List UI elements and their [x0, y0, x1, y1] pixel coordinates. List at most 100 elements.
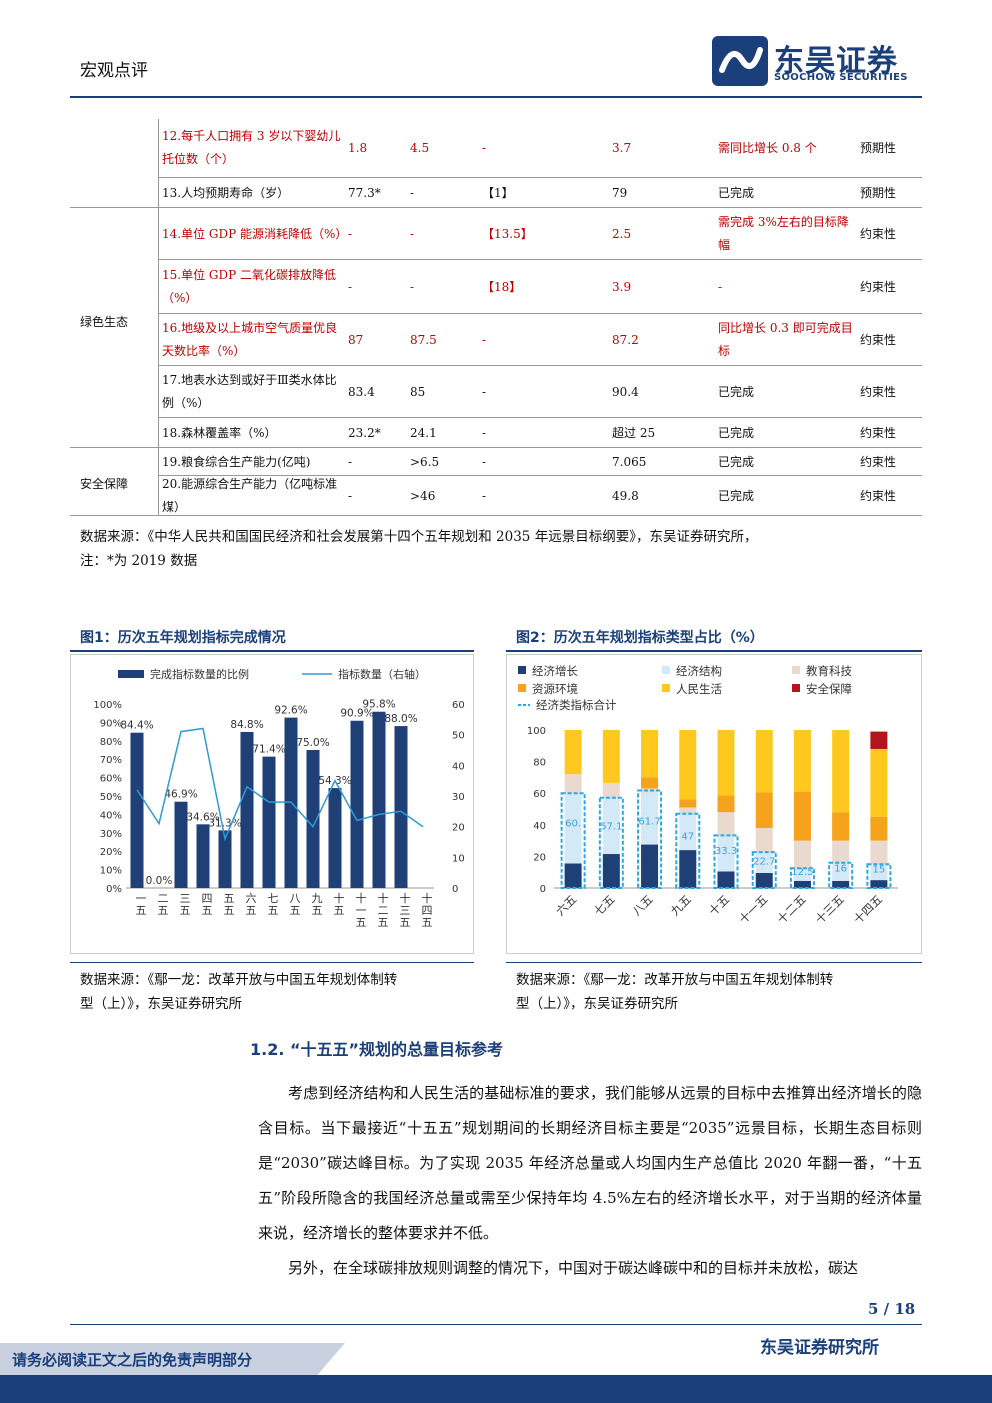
- legend-label: 教育科技: [806, 664, 852, 678]
- legend-swatch: [662, 684, 670, 692]
- x-tick-label: 一: [136, 892, 147, 905]
- y2-tick-label: 50: [452, 731, 465, 742]
- stacked-bar-segment: [717, 812, 735, 836]
- x-tick-label: 五: [356, 916, 367, 929]
- bar: [394, 726, 408, 888]
- table-cell-v2020: -: [348, 454, 353, 469]
- legend-swatch: [518, 684, 526, 692]
- table-cell-note: 已完成: [718, 185, 755, 200]
- disclaimer-band: [0, 1343, 345, 1375]
- economic-total-box: [789, 867, 815, 889]
- table-cell-latest: 2.5: [612, 226, 632, 241]
- data-label: 33.3: [715, 846, 737, 857]
- x-tick-label: 三: [400, 904, 411, 917]
- table-cell-cum: -: [482, 425, 487, 440]
- y2-tick-label: 40: [452, 761, 465, 772]
- y-tick-label: 20%: [100, 847, 122, 858]
- x-tick-label: 一: [356, 904, 367, 917]
- fig1-source: 数据来源：《鄢一龙：改革开放与中国五年规划体制转 型（上）》，东吴证券研究所: [80, 968, 397, 1016]
- legend-label: 安全保障: [806, 682, 852, 696]
- x-tick-group: 九五: [312, 892, 323, 917]
- y2-tick-label: 30: [452, 792, 465, 803]
- table-cell-name: 14.单位 GDP 能源消耗降低（%）: [162, 226, 348, 241]
- table-column-divider: [158, 119, 159, 515]
- x-tick-label: 五: [202, 904, 213, 917]
- stacked-bar-segment: [679, 730, 697, 800]
- y-tick-label: 90%: [100, 718, 122, 729]
- data-label: 47: [681, 832, 694, 843]
- table-cell-cum: 【13.5】: [482, 226, 533, 241]
- legend-swatch: [518, 666, 526, 674]
- data-label: 31.3%: [208, 817, 241, 829]
- x-tick-label: 十: [378, 891, 389, 905]
- x-tick-label: 五: [246, 904, 257, 917]
- economic-total-box: [598, 796, 624, 889]
- table-cell-name: 13.人均预期寿命（岁）: [162, 185, 290, 200]
- data-label: 75.0%: [296, 737, 329, 749]
- y-tick-label: 10%: [100, 866, 122, 877]
- stacked-bar-segment: [870, 840, 888, 865]
- x-tick-group: 三五: [180, 892, 191, 917]
- x-tick-label: 四: [422, 904, 433, 917]
- stacked-bar-segment: [679, 813, 697, 851]
- legend-label: 经济结构: [676, 664, 722, 678]
- fig1-bottom-rule: [70, 962, 474, 963]
- category-label: 绿色生态: [80, 315, 129, 329]
- x-tick-label: 四: [202, 892, 213, 905]
- stacked-bar-segment: [832, 812, 850, 841]
- x-tick-group: 十四五: [422, 891, 433, 929]
- table-row: 15.单位 GDP 二氧化碳排放降低（%） - - 【18】 3.9- 约束性: [158, 259, 922, 314]
- table-cell-v2020: 77.3*: [348, 185, 381, 200]
- stacked-bar-segment: [793, 868, 811, 881]
- stacked-bar-segment: [832, 840, 850, 863]
- table-cell-note: 同比增长 0.3 即可完成目标: [718, 321, 853, 358]
- fig2-source-line: 型（上）》，东吴证券研究所: [516, 996, 678, 1012]
- table-cell-name: 16.地级及以上城市空气质量优良天数比率（%）: [162, 321, 338, 358]
- stacked-bar-segment: [641, 792, 659, 845]
- table-cell-name: 17.地表水达到或好于Ⅲ类水体比例（%）: [162, 373, 337, 410]
- table-cell-name: 20.能源综合生产能力（亿吨标准煤）: [162, 477, 338, 514]
- table-cell-cum: -: [482, 488, 487, 503]
- x-tick-label: 五: [400, 916, 411, 929]
- x-tick-group: 十五: [334, 891, 345, 917]
- y-tick-label: 80%: [100, 737, 122, 748]
- y2-tick-label: 0: [452, 884, 458, 895]
- y-tick-label: 80: [533, 758, 546, 769]
- table-cell-v2020: -: [348, 226, 353, 241]
- stacked-bar-segment: [832, 730, 850, 813]
- table-row: 16.地级及以上城市空气质量优良天数比率（%） 87 87.5 - 87.2 同比增长 0…: [158, 313, 922, 366]
- logo-english-text: SOOCHOW SECURITIES: [774, 72, 908, 83]
- stacked-bar-segment: [870, 748, 888, 817]
- table-cell-name: 18.森林覆盖率（%）: [162, 425, 277, 440]
- table-cell-v2025: -: [410, 279, 415, 294]
- stacked-bar-segment: [641, 844, 659, 888]
- stacked-bar-segment: [641, 777, 659, 789]
- x-tick-group: 四五: [202, 892, 213, 917]
- y2-tick-label: 10: [452, 853, 465, 864]
- stacked-bar-segment: [717, 871, 735, 888]
- x-tick-group: 六五: [246, 892, 257, 917]
- economic-total-box: [637, 789, 663, 890]
- x-tick-label: 三: [180, 892, 191, 905]
- x-tick-label: 五: [158, 904, 169, 917]
- table-cell-cum: -: [482, 454, 487, 469]
- bar: [130, 732, 144, 888]
- data-label: 12.5: [791, 867, 813, 878]
- footer-divider: [70, 1324, 922, 1325]
- fig2-bottom-rule: [506, 962, 922, 963]
- fig2-title-rule: [506, 650, 922, 652]
- y-tick-label: 100: [527, 726, 546, 737]
- table-cell-latest: 3.9: [612, 279, 632, 294]
- table-cell-cum: -: [482, 332, 487, 347]
- table-cell-v2025: >46: [410, 488, 436, 503]
- stacked-bar-segment: [602, 854, 620, 888]
- bar: [350, 720, 364, 888]
- table-row: 19.粮食综合生产能力(亿吨) - >6.5 - 7.065 已完成 约束性: [70, 447, 922, 476]
- stacked-bar-segment: [870, 731, 888, 749]
- stacked-bar-segment: [602, 730, 620, 783]
- legend-swatch: [118, 670, 144, 678]
- table-cell-attr: 约束性: [860, 332, 897, 347]
- table-cell-latest: 3.7: [612, 140, 632, 155]
- table-row: 13.人均预期寿命（岁） 77.3* - 【1】 79 已完成 预期性: [158, 177, 922, 208]
- table-cell-latest: 超过 25: [612, 425, 656, 440]
